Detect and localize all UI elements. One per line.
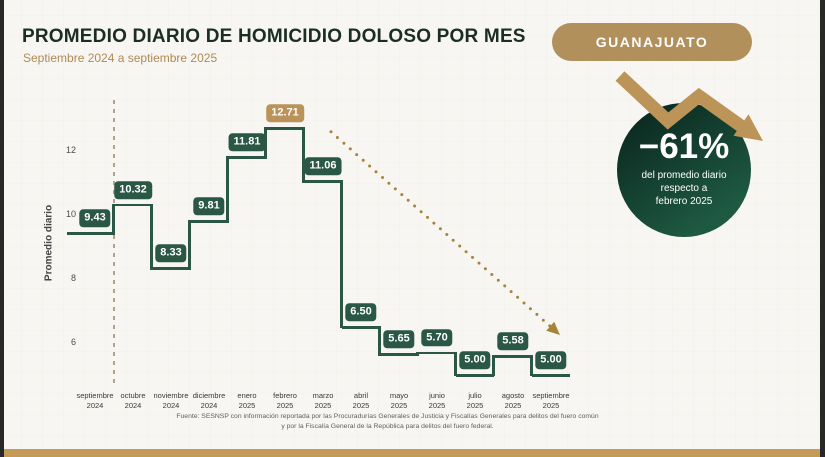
x-tick-label: junio 2025 [428,391,446,410]
value-label: 8.33 [155,244,187,263]
bottom-accent-bar [4,449,820,457]
source-note-line2: y por la Fiscalía General de la Repúblic… [281,423,494,431]
step-segment [67,232,114,235]
step-segment [456,374,494,377]
page-subtitle: Septiembre 2024 a septiembre 2025 [23,51,218,65]
callout-subtext-line3: febrero 2025 [655,196,713,207]
x-tick-label: octubre 2024 [120,391,146,410]
callout-circle: −61% del promedio diario respecto a febr… [617,103,751,237]
value-label: 6.50 [345,303,377,321]
step-connector [492,355,495,377]
x-tick-label: enero 2025 [237,391,257,410]
right-edge-strip [820,0,825,457]
step-segment [152,267,190,270]
step-segment [190,220,228,223]
state-badge: GUANAJUATO [552,23,752,61]
step-segment [418,351,456,355]
callout-subtext: del promedio diario respecto a febrero 2… [617,169,751,208]
x-tick-label: abril 2025 [352,391,370,410]
callout-subtext-line2: respecto a [660,183,708,194]
value-label: 5.00 [459,351,491,369]
step-connector [188,220,191,270]
value-label: 11.06 [304,157,342,176]
source-note-line1: Fuente: SESNSP con información reportada… [176,413,599,420]
trend-arrowhead [546,321,560,335]
step-connector [340,180,343,329]
step-segment [494,355,532,358]
x-tick-label: julio 2025 [466,391,484,410]
source-note: Fuente: SESNSP con información reportada… [60,412,715,432]
value-label: 5.58 [497,332,529,351]
y-tick-label: 10 [65,209,76,219]
callout-subtext-line1: del promedio diario [641,170,727,181]
x-tick-label: agosto 2025 [501,391,525,410]
value-label: 5.00 [535,351,567,369]
step-connector [454,351,457,377]
y-tick-label: 12 [65,145,76,155]
step-connector [530,355,533,377]
y-tick-label: 8 [70,273,76,283]
step-connector [150,203,153,270]
value-label: 9.81 [193,197,225,216]
step-segment [380,353,418,356]
step-connector [226,156,229,223]
x-tick-label: mayo 2025 [389,391,409,410]
value-label: 10.32 [114,181,152,199]
baseline-dashed-line [113,100,115,388]
step-segment [304,180,342,183]
value-label: 5.65 [383,330,415,349]
x-tick-label: septiembre 2024 [76,391,114,410]
x-tick-label: diciembre 2024 [192,391,226,410]
y-tick-label: 6 [70,337,76,347]
page-title: PROMEDIO DIARIO DE HOMICIDIO DOLOSO POR … [22,26,526,47]
x-tick-label: febrero 2025 [273,391,297,410]
step-segment [266,127,304,130]
x-tick-label: marzo 2025 [312,391,334,410]
value-label: 9.43 [79,209,111,228]
value-label: 5.70 [421,328,453,347]
step-segment [114,203,152,207]
left-edge-strip [0,0,4,457]
step-connector [378,326,381,356]
state-badge-label: GUANAJUATO [595,34,709,50]
x-tick-label: septiembre 2025 [532,391,570,410]
step-segment [228,156,266,159]
callout-value: −61% [638,127,730,166]
step-connector [416,351,419,356]
value-label: 12.71 [266,104,304,123]
value-label: 11.81 [228,133,266,152]
step-segment [342,326,380,329]
step-segment [532,374,570,377]
x-tick-label: noviembre 2024 [153,391,189,410]
step-connector [112,203,115,235]
step-connector [302,127,305,183]
